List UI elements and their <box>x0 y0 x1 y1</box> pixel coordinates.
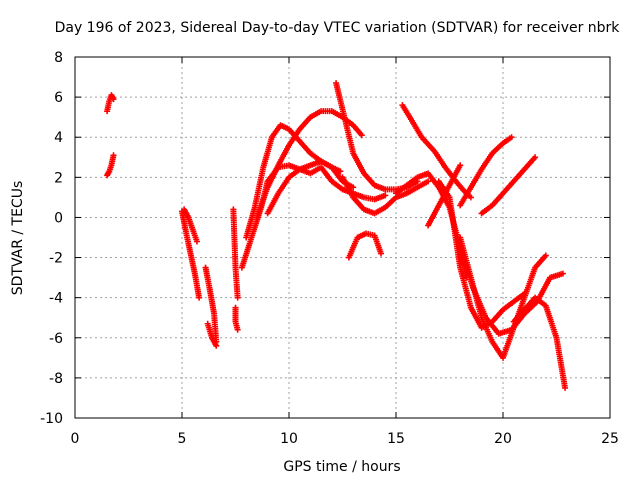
y-tick-label: 8 <box>54 50 63 66</box>
y-tick-label: -2 <box>49 251 63 267</box>
x-tick-label: 20 <box>494 431 512 447</box>
series-s21 <box>457 244 566 337</box>
y-tick-label: 2 <box>54 170 63 186</box>
y-tick-label: -8 <box>49 371 63 387</box>
data-point <box>542 252 549 259</box>
y-tick-label: 6 <box>54 90 63 106</box>
data-point <box>213 342 220 349</box>
axis-ticks: 0 5 10 15 20 25 -10 -8 -6 -4 -2 0 2 4 6 8 <box>40 50 619 447</box>
x-tick-label: 0 <box>71 431 80 447</box>
data-point <box>532 154 539 161</box>
series-s5 <box>202 264 220 345</box>
y-tick-label: 0 <box>54 210 63 226</box>
data-point <box>378 250 385 257</box>
data-point <box>234 326 241 333</box>
data-point <box>234 294 241 301</box>
y-tick-label: -4 <box>49 291 63 307</box>
data-point <box>457 162 464 169</box>
series-s24 <box>510 294 569 391</box>
series-s2 <box>104 152 117 179</box>
series-s7 <box>230 206 241 301</box>
series-s13 <box>333 80 421 193</box>
data-point <box>559 270 566 277</box>
data-point <box>467 194 474 201</box>
x-tick-label: 25 <box>601 431 619 447</box>
data-point <box>350 184 357 191</box>
chart-title: Day 196 of 2023, Sidereal Day-to-day VTE… <box>55 20 621 36</box>
data-point <box>358 132 365 139</box>
series-s23 <box>478 154 539 217</box>
series-s6 <box>204 320 220 349</box>
data-point <box>110 96 117 103</box>
data-point <box>562 384 569 391</box>
x-tick-label: 15 <box>387 431 405 447</box>
plot-frame <box>74 56 611 419</box>
series-s3 <box>179 208 203 301</box>
x-axis-label: GPS time / hours <box>283 459 400 475</box>
series-s19 <box>435 178 528 331</box>
x-tick-label: 10 <box>280 431 298 447</box>
series-s22 <box>457 134 515 209</box>
data-point <box>508 134 515 141</box>
series-s14 <box>345 230 385 261</box>
series-s15 <box>339 174 432 217</box>
series-s8 <box>232 304 241 333</box>
x-tick-label: 5 <box>178 431 187 447</box>
series-s1 <box>104 92 117 115</box>
y-tick-label: 4 <box>54 130 63 146</box>
data-point <box>382 192 389 199</box>
data-point <box>425 178 432 185</box>
data-point <box>196 294 203 301</box>
y-axis-label: SDTVAR / TECUs <box>10 181 26 296</box>
y-tick-label: -10 <box>40 411 63 427</box>
data-marks <box>104 80 569 391</box>
series-s4 <box>181 206 200 245</box>
data-point <box>110 152 117 159</box>
series-s11 <box>253 108 365 221</box>
data-point <box>193 238 200 245</box>
y-tick-label: -6 <box>49 331 63 347</box>
series-s18 <box>425 162 464 229</box>
